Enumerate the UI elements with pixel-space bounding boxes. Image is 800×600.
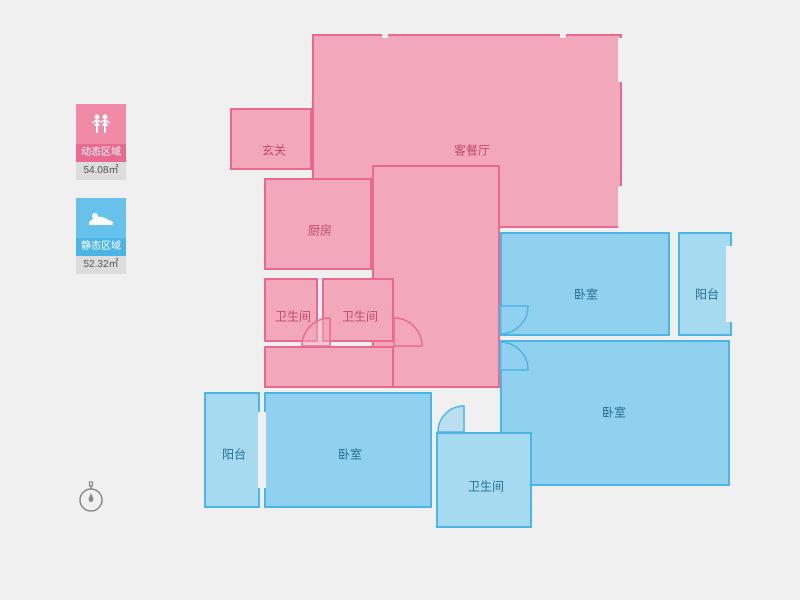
legend-dynamic: 动态区域 54.08㎡ (76, 104, 126, 180)
room-label-bedroom3: 卧室 (338, 446, 362, 463)
room-label-bedroom2: 卧室 (602, 404, 626, 421)
room-bath1: 卫生间 (264, 278, 318, 342)
room-balcony1: 阳台 (678, 232, 732, 336)
room-label-bedroom1: 卧室 (574, 286, 598, 303)
sleep-icon (76, 198, 126, 238)
room-label-kitchen: 厨房 (308, 222, 332, 239)
wall-opening (730, 354, 742, 472)
wall-opening (560, 30, 566, 38)
room-bedroom1: 卧室 (500, 232, 670, 336)
room-label-bath2: 卫生间 (342, 308, 378, 325)
legend-dynamic-label: 动态区域 (76, 144, 126, 162)
room-label-bath1: 卫生间 (275, 308, 311, 325)
legend-static-area: 52.32㎡ (76, 256, 126, 274)
room-label-balcony1: 阳台 (695, 286, 719, 303)
room-bath3: 卫生间 (436, 432, 532, 528)
room-bedroom2: 卧室 (500, 340, 730, 486)
people-icon (76, 104, 126, 144)
legend-static: 静态区域 52.32㎡ (76, 198, 126, 274)
legend-dynamic-area: 54.08㎡ (76, 162, 126, 180)
room-foyer: 玄关 (230, 108, 312, 170)
room-balcony2: 阳台 (204, 392, 260, 508)
wall-opening (618, 38, 626, 82)
wall-opening (726, 246, 734, 322)
wall-opening (382, 30, 388, 38)
room-label-foyer: 玄关 (262, 142, 286, 159)
room-label-bath3: 卫生间 (468, 478, 504, 495)
room-corridor (264, 346, 394, 388)
room-kitchen: 厨房 (264, 178, 372, 270)
compass-icon (76, 480, 106, 514)
room-bedroom3: 卧室 (264, 392, 432, 508)
wall-opening (670, 266, 678, 304)
wall-opening (258, 412, 266, 488)
legend-static-label: 静态区域 (76, 238, 126, 256)
room-label-living: 客餐厅 (454, 142, 490, 159)
room-label-balcony2: 阳台 (222, 446, 246, 463)
door-arc (438, 406, 464, 432)
room-bath2: 卫生间 (322, 278, 394, 342)
wall-opening (618, 186, 626, 228)
